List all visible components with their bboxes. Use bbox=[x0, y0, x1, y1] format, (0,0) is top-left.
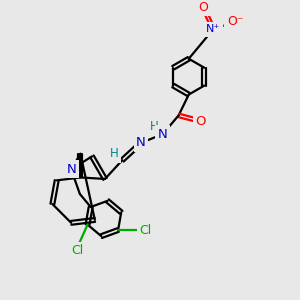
Text: N: N bbox=[136, 136, 146, 149]
Text: N: N bbox=[66, 163, 76, 176]
Text: O⁻: O⁻ bbox=[227, 15, 243, 28]
Text: N: N bbox=[158, 128, 168, 141]
Text: H: H bbox=[110, 147, 119, 160]
Text: O: O bbox=[198, 1, 208, 14]
Text: N⁺: N⁺ bbox=[206, 24, 220, 34]
Text: O: O bbox=[195, 115, 206, 128]
Text: H: H bbox=[150, 120, 158, 133]
Text: Cl: Cl bbox=[71, 244, 84, 257]
Text: Cl: Cl bbox=[139, 224, 152, 236]
